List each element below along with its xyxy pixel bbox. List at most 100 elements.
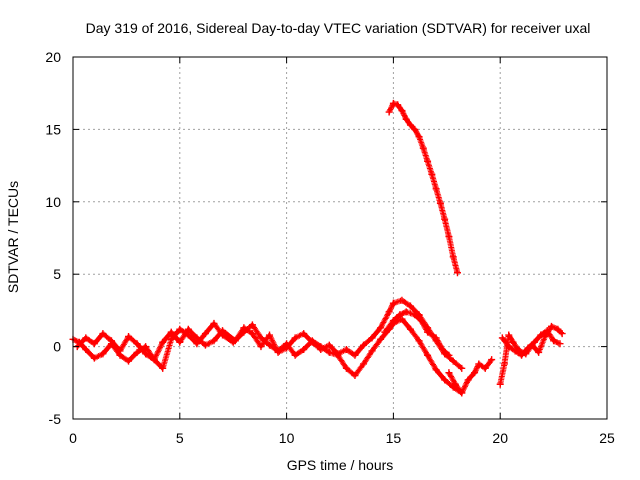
data-point bbox=[359, 360, 367, 368]
data-point bbox=[398, 296, 406, 304]
data-point bbox=[428, 170, 436, 178]
data-point bbox=[107, 337, 115, 345]
data-point bbox=[530, 338, 538, 346]
data-point bbox=[201, 341, 209, 349]
data-point bbox=[535, 348, 543, 356]
data-point bbox=[436, 199, 444, 207]
series-trace-high-arc bbox=[386, 100, 461, 275]
x-tick-label: 10 bbox=[279, 430, 295, 446]
plot-frame bbox=[72, 56, 608, 420]
y-axis-label: SDTVAR / TECUs bbox=[5, 181, 21, 293]
series-band-c bbox=[381, 308, 453, 359]
data-point bbox=[441, 376, 449, 384]
data-point bbox=[184, 325, 192, 333]
data-point bbox=[464, 376, 472, 384]
data-point bbox=[547, 322, 555, 330]
y-tick-label: 15 bbox=[45, 121, 61, 137]
data-point bbox=[381, 328, 389, 336]
series-trace-band-a bbox=[70, 316, 464, 396]
data-point bbox=[257, 343, 265, 351]
series-band-f bbox=[498, 327, 564, 359]
data-point bbox=[351, 372, 359, 380]
x-tick-label: 5 bbox=[176, 430, 184, 446]
data-point bbox=[449, 253, 457, 261]
data-point bbox=[449, 357, 457, 365]
data-point bbox=[441, 215, 449, 223]
data-point bbox=[90, 340, 98, 348]
data-point bbox=[317, 345, 325, 353]
data-point bbox=[488, 356, 496, 364]
data-point bbox=[509, 338, 517, 346]
data-point bbox=[193, 334, 201, 342]
data-point bbox=[82, 334, 90, 342]
data-point bbox=[82, 345, 90, 353]
data-point bbox=[159, 338, 167, 346]
data-point bbox=[445, 233, 453, 241]
data-point bbox=[389, 99, 397, 107]
data-point bbox=[432, 334, 440, 342]
data-point bbox=[411, 311, 419, 319]
data-point bbox=[458, 389, 466, 397]
data-point bbox=[554, 325, 562, 333]
data-point bbox=[424, 351, 432, 359]
data-point bbox=[453, 269, 461, 277]
data-point bbox=[266, 331, 274, 339]
data-point bbox=[558, 330, 566, 338]
data-point bbox=[291, 351, 299, 359]
data-point bbox=[398, 315, 406, 323]
chart-title: Day 319 of 2016, Sidereal Day-to-day VTE… bbox=[86, 20, 591, 36]
data-point bbox=[424, 157, 432, 165]
data-point bbox=[385, 108, 393, 116]
data-point bbox=[274, 348, 282, 356]
series-trace-band-e bbox=[497, 323, 565, 388]
x-tick-label: 0 bbox=[69, 430, 77, 446]
data-point bbox=[377, 324, 385, 332]
data-point bbox=[99, 350, 107, 358]
y-tick-label: 20 bbox=[45, 49, 61, 65]
data-point bbox=[334, 350, 342, 358]
y-tick-label: 10 bbox=[45, 194, 61, 210]
data-point bbox=[219, 327, 227, 335]
data-point bbox=[550, 337, 558, 345]
data-point bbox=[308, 338, 316, 346]
data-point bbox=[300, 330, 308, 338]
data-point bbox=[142, 350, 150, 358]
data-point bbox=[445, 351, 453, 359]
data-point bbox=[248, 321, 256, 329]
data-point bbox=[458, 364, 466, 372]
data-point bbox=[142, 343, 150, 351]
data-point bbox=[116, 347, 124, 355]
data-point bbox=[283, 344, 291, 352]
grid-lines bbox=[73, 57, 607, 419]
data-point bbox=[498, 334, 506, 342]
data-point bbox=[411, 125, 419, 133]
data-point bbox=[176, 325, 184, 333]
data-point bbox=[210, 337, 218, 345]
data-point bbox=[406, 302, 414, 310]
data-point bbox=[424, 328, 432, 336]
data-point bbox=[133, 340, 141, 348]
data-point bbox=[406, 121, 414, 129]
data-point bbox=[432, 185, 440, 193]
data-point bbox=[406, 325, 414, 333]
data-point bbox=[266, 341, 274, 349]
data-point bbox=[439, 345, 447, 353]
data-point bbox=[475, 360, 483, 368]
data-point bbox=[389, 299, 397, 307]
data-point bbox=[176, 338, 184, 346]
data-point bbox=[167, 328, 175, 336]
data-point bbox=[419, 144, 427, 152]
data-point bbox=[432, 366, 440, 374]
data-point bbox=[90, 354, 98, 362]
data-point bbox=[291, 334, 299, 342]
data-point bbox=[556, 340, 564, 348]
data-point bbox=[394, 101, 402, 109]
data-point bbox=[445, 369, 453, 377]
data-point bbox=[496, 380, 504, 388]
data-point bbox=[342, 345, 350, 353]
series-band-b bbox=[73, 296, 466, 372]
series-layer bbox=[69, 99, 566, 397]
data-point bbox=[368, 334, 376, 342]
data-point bbox=[150, 356, 158, 364]
data-point bbox=[257, 334, 265, 342]
